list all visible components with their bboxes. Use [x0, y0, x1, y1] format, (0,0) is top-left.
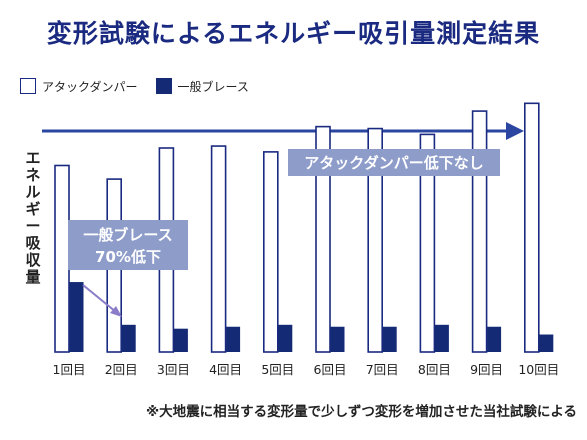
bar-brace	[278, 324, 293, 352]
x-tick-label: 2回目	[105, 362, 138, 377]
x-tick-label: 10回目	[518, 362, 559, 377]
bar-brace	[487, 326, 502, 352]
x-tick-label: 9回目	[470, 362, 503, 377]
bar-damper	[262, 151, 279, 353]
bar-damper	[523, 102, 540, 353]
legend-label-damper: アタックダンパー	[42, 79, 138, 94]
x-tick-label: 4回目	[209, 362, 242, 377]
bar-damper	[210, 145, 227, 353]
bar-damper	[367, 127, 384, 353]
damper-note-text: アタックダンパー低下なし	[304, 154, 483, 172]
bar-brace	[121, 324, 136, 352]
trend-arrow-head	[506, 122, 524, 140]
y-axis-label: エネルギー吸収量	[25, 149, 41, 286]
bar-brace	[330, 326, 345, 352]
footnote: ※大地震に相当する変形量で少しずつ変形を増加させた当社試験による	[146, 404, 577, 420]
chart-title: 変形試験によるエネルギー吸引量測定結果	[46, 19, 541, 48]
x-tick-label: 5回目	[261, 362, 294, 377]
bar-brace	[173, 328, 188, 352]
bar-brace	[539, 334, 554, 352]
bar-brace	[434, 324, 449, 352]
x-tick-label: 6回目	[314, 362, 347, 377]
legend-label-brace: 一般ブレース	[177, 79, 249, 94]
bar-damper	[315, 125, 331, 353]
x-tick-label: 8回目	[418, 362, 451, 377]
x-tick-label: 3回目	[157, 362, 190, 377]
bar-brace	[69, 282, 84, 352]
damper-note-box	[288, 149, 500, 176]
brace-note-box	[68, 220, 188, 270]
bar-brace	[382, 326, 397, 352]
bar-damper	[471, 110, 488, 353]
bar-brace	[226, 326, 241, 352]
pointer-arrow-line	[82, 284, 117, 313]
legend-item-damper: アタックダンパー	[20, 78, 138, 95]
legend-item-brace: 一般ブレース	[155, 78, 249, 95]
legend-swatch-damper	[20, 78, 36, 94]
pointer-arrow-head	[110, 306, 122, 317]
x-tick-label: 1回目	[53, 362, 86, 377]
bar-damper	[419, 133, 436, 353]
brace-note-line2: 70%低下	[95, 248, 161, 266]
legend-swatch-brace	[155, 78, 172, 94]
brace-note-line1: 一般ブレース	[83, 226, 172, 244]
x-tick-label: 7回目	[366, 362, 399, 377]
bar-damper	[54, 164, 70, 353]
legend: アタックダンパー 一般ブレース	[20, 76, 267, 96]
